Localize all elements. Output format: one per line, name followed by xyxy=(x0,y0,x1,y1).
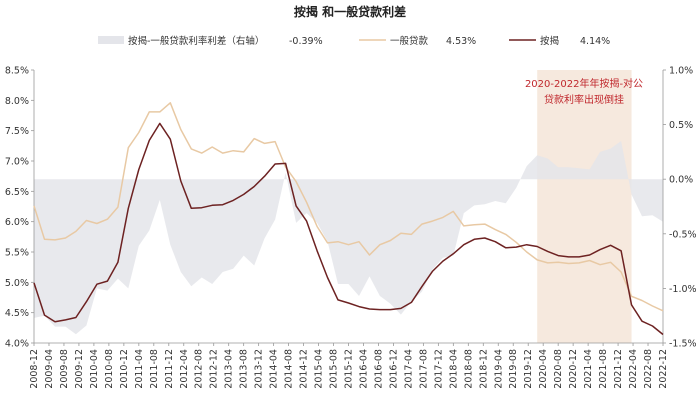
legend-label-general-loan: 一般贷款 xyxy=(390,35,429,47)
x-tick-label: 2017-12 xyxy=(433,349,444,389)
legend-swatch-spread xyxy=(98,36,124,44)
annotation-shaded-period xyxy=(537,70,632,343)
x-tick-label: 2012-12 xyxy=(209,349,220,389)
left-tick-label: 8.5% xyxy=(5,66,29,77)
annotation-text-line-2: 贷款利率出现倒挂 xyxy=(544,93,624,106)
legend: 按揭-一般贷款利率利差（右轴） -0.39% 一般贷款 4.53% 按揭 4.1… xyxy=(98,35,610,47)
x-tick-label: 2018-08 xyxy=(463,349,474,389)
left-tick-label: 7.0% xyxy=(5,157,29,168)
right-tick-label: 0.5% xyxy=(669,120,693,131)
x-tick-label: 2019-08 xyxy=(508,349,519,389)
right-tick-label: -0.5% xyxy=(669,229,697,240)
left-tick-label: 6.0% xyxy=(5,217,29,228)
x-tick-label: 2021-04 xyxy=(583,349,594,389)
x-tick-label: 2012-08 xyxy=(194,349,205,389)
x-tick-label: 2020-08 xyxy=(553,349,564,389)
x-tick-label: 2014-04 xyxy=(269,349,280,389)
x-tick-label: 2014-12 xyxy=(299,349,310,389)
x-tick-label: 2013-04 xyxy=(224,349,235,389)
series-area-spread xyxy=(34,141,663,335)
x-tick-label: 2011-08 xyxy=(149,349,160,389)
x-tick-label: 2009-12 xyxy=(74,349,85,389)
x-tick-label: 2013-12 xyxy=(254,349,265,389)
x-tick-label: 2009-08 xyxy=(59,349,70,389)
x-tick-label: 2016-08 xyxy=(373,349,384,389)
x-tick-label: 2022-08 xyxy=(643,349,654,389)
x-tick-label: 2015-08 xyxy=(329,349,340,389)
x-tick-label: 2016-04 xyxy=(358,349,369,389)
x-tick-label: 2011-12 xyxy=(164,349,175,389)
x-tick-label: 2015-04 xyxy=(314,349,325,389)
x-tick-label: 2022-12 xyxy=(658,349,669,389)
x-tick-label: 2019-12 xyxy=(523,349,534,389)
left-tick-label: 5.5% xyxy=(5,248,29,259)
x-tick-label: 2021-08 xyxy=(598,349,609,389)
x-tick-label: 2010-08 xyxy=(104,349,115,389)
plot-area: 4.0% 4.5% 5.0% 5.5% 6.0% 6.5% 7.0% 7.5% 8.0% 8.5%… xyxy=(5,66,697,389)
x-tick-label: 2018-04 xyxy=(448,349,459,389)
right-tick-label: 1.0% xyxy=(669,66,693,77)
x-tick-label: 2008-12 xyxy=(29,349,40,389)
left-tick-label: 7.5% xyxy=(5,126,29,137)
left-tick-label: 8.0% xyxy=(5,96,29,107)
right-tick-label: 0.0% xyxy=(669,175,693,186)
x-tick-label: 2013-08 xyxy=(239,349,250,389)
x-tick-label: 2022-04 xyxy=(628,349,639,389)
series-line-general-loan xyxy=(33,102,664,312)
legend-value-spread: -0.39% xyxy=(289,36,323,47)
x-tick-label: 2017-04 xyxy=(403,349,414,389)
legend-label-spread: 按揭-一般贷款利率利差（右轴） xyxy=(128,35,264,47)
left-tick-label: 4.0% xyxy=(5,339,29,350)
x-tick-label: 2016-12 xyxy=(388,349,399,389)
x-tick-label: 2017-08 xyxy=(418,349,429,389)
x-tick-label: 2012-04 xyxy=(179,349,190,389)
x-tick-label: 2014-08 xyxy=(284,349,295,389)
left-tick-label: 5.0% xyxy=(5,278,29,289)
series-line-mortgage xyxy=(33,122,664,336)
x-tick-label: 2015-12 xyxy=(344,349,355,389)
x-tick-label: 2009-04 xyxy=(44,349,55,389)
x-tick-label: 2021-12 xyxy=(613,349,624,389)
left-tick-label: 6.5% xyxy=(5,187,29,198)
x-tick-label: 2018-12 xyxy=(478,349,489,389)
legend-label-mortgage: 按揭 xyxy=(540,35,559,47)
left-tick-label: 4.5% xyxy=(5,308,29,319)
chart-title: 按揭 和一般贷款利差 xyxy=(294,4,406,19)
x-tick-label: 2020-12 xyxy=(568,349,579,389)
x-tick-label: 2020-04 xyxy=(538,349,549,389)
x-tick-label: 2010-04 xyxy=(89,349,100,389)
x-tick-label: 2011-04 xyxy=(134,349,145,389)
x-tick-label: 2010-12 xyxy=(119,349,130,389)
legend-value-mortgage: 4.14% xyxy=(580,36,610,47)
right-tick-label: -1.0% xyxy=(669,284,697,295)
x-tick-label: 2019-04 xyxy=(493,349,504,389)
legend-value-general-loan: 4.53% xyxy=(446,36,476,47)
annotation-text-line-1: 2020-2022年年按揭-对公 xyxy=(525,77,643,90)
right-tick-label: -1.5% xyxy=(669,339,697,350)
